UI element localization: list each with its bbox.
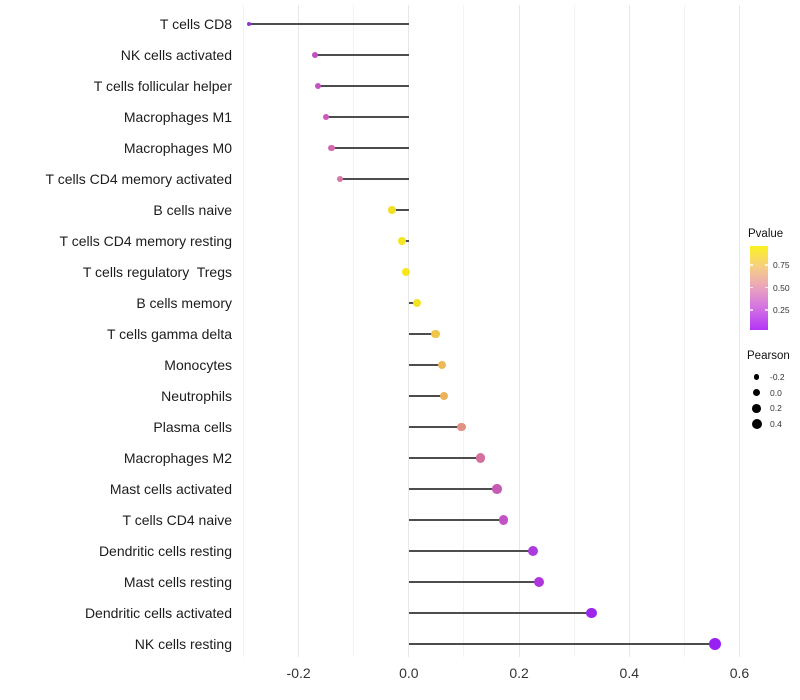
data-point (475, 453, 486, 463)
pvalue-tick-label: 0.25 (773, 304, 790, 315)
y-axis-label: Dendritic cells activated (84, 605, 232, 621)
lollipop-stem (339, 178, 409, 180)
pvalue-tick-label: 0.50 (773, 282, 790, 293)
pearson-legend-dot (753, 389, 761, 397)
y-axis-label: Monocytes (164, 357, 232, 373)
y-axis-label: NK cells resting (134, 636, 232, 652)
pearson-legend-label: -0.2 (770, 371, 785, 382)
lollipop-stem (408, 488, 497, 490)
x-axis-tick-label: 0.0 (399, 665, 419, 681)
x-axis-tick-label: 0.6 (729, 665, 750, 681)
data-point (398, 237, 407, 245)
gridline-major (738, 5, 740, 657)
y-axis-label: Macrophages M0 (123, 140, 232, 156)
y-axis-label: B cells naive (153, 202, 232, 218)
y-axis-label: Neutrophils (161, 388, 232, 404)
x-axis-tick-label: 0.4 (619, 665, 639, 681)
lollipop-stem (408, 643, 715, 645)
pvalue-tick-label: 0.75 (773, 259, 790, 270)
y-axis-label: Macrophages M2 (123, 450, 232, 466)
gridline-major (518, 5, 520, 657)
pearson-legend-label: 0.0 (770, 387, 782, 398)
gridline-major (298, 5, 300, 657)
data-point (533, 576, 544, 588)
y-axis-label: T cells CD8 (159, 16, 232, 32)
pearson-legend-dot (752, 403, 762, 413)
y-axis-label: Macrophages M1 (123, 109, 232, 125)
lollipop-stem (408, 395, 445, 397)
data-point (708, 637, 721, 651)
lollipop-stem (317, 85, 409, 87)
y-axis-label: T cells CD4 memory resting (59, 233, 232, 249)
data-point (498, 515, 509, 525)
y-axis-label: B cells memory (136, 295, 232, 311)
y-axis-label: T cells CD4 memory activated (45, 171, 232, 187)
pearson-legend-dot (754, 374, 760, 380)
data-point (528, 545, 539, 556)
pvalue-tick-mark (750, 264, 753, 266)
pearson-legend-label: 0.2 (770, 403, 782, 414)
pvalue-gradient-bar (750, 246, 768, 330)
lollipop-stem (408, 457, 481, 459)
y-axis-label: T cells gamma delta (106, 326, 232, 342)
data-point (437, 360, 447, 370)
lollipop-stem (408, 519, 504, 521)
gridline-minor (463, 5, 465, 657)
lollipop-stem (408, 333, 436, 335)
y-axis-label: Plasma cells (153, 419, 232, 435)
lollipop-stem (408, 426, 462, 428)
data-point (312, 51, 319, 59)
gridline-minor (353, 5, 355, 657)
lollipop-stem (392, 209, 409, 211)
pvalue-tick-mark (765, 286, 768, 289)
x-axis-tick-label: 0.2 (509, 665, 529, 681)
data-point (456, 422, 466, 432)
data-point (336, 175, 344, 183)
x-axis-tick-label: -0.2 (286, 665, 311, 681)
data-point (431, 329, 440, 339)
pvalue-tick-mark (750, 309, 753, 311)
pvalue-tick-mark (765, 264, 768, 266)
pearson-legend-dot (751, 419, 762, 430)
data-point (586, 607, 598, 619)
y-axis-label: Mast cells resting (123, 574, 232, 590)
gridline-minor (683, 5, 685, 657)
pvalue-legend-title: Pvalue (748, 228, 784, 240)
y-axis-label: T cells follicular helper (93, 78, 232, 94)
lollipop-stem (249, 23, 409, 25)
gridline-minor (243, 5, 244, 657)
data-point (492, 484, 502, 494)
lollipop-stem (315, 54, 409, 56)
data-point (402, 268, 411, 276)
y-axis-label: NK cells activated (120, 47, 232, 63)
lollipop-stem (408, 581, 539, 583)
data-point (246, 21, 252, 27)
y-axis-label: Mast cells activated (109, 481, 232, 497)
pearson-legend-title: Pearson (747, 350, 790, 362)
data-point (388, 206, 397, 214)
data-point (328, 144, 335, 152)
lollipop-stem (408, 612, 592, 614)
lollipop-stem (331, 147, 409, 149)
lollipop-stem (326, 116, 409, 118)
y-axis-label: Dendritic cells resting (98, 543, 232, 559)
y-axis-label: T cells regulatory Tregs (82, 264, 232, 280)
pvalue-tick-mark (765, 309, 768, 311)
gridline-minor (573, 5, 575, 657)
gridline-major (408, 5, 410, 657)
data-point (439, 391, 449, 401)
pvalue-tick-mark (750, 286, 753, 289)
data-point (413, 298, 422, 308)
data-point (323, 113, 330, 121)
y-axis-label: T cells CD4 naive (122, 512, 232, 528)
gridline-major (628, 5, 630, 657)
lollipop-stem (408, 302, 418, 304)
pearson-legend-label: 0.4 (770, 418, 782, 429)
lollipop-stem (408, 364, 442, 366)
lollipop-stem (408, 550, 534, 552)
data-point (314, 82, 321, 90)
